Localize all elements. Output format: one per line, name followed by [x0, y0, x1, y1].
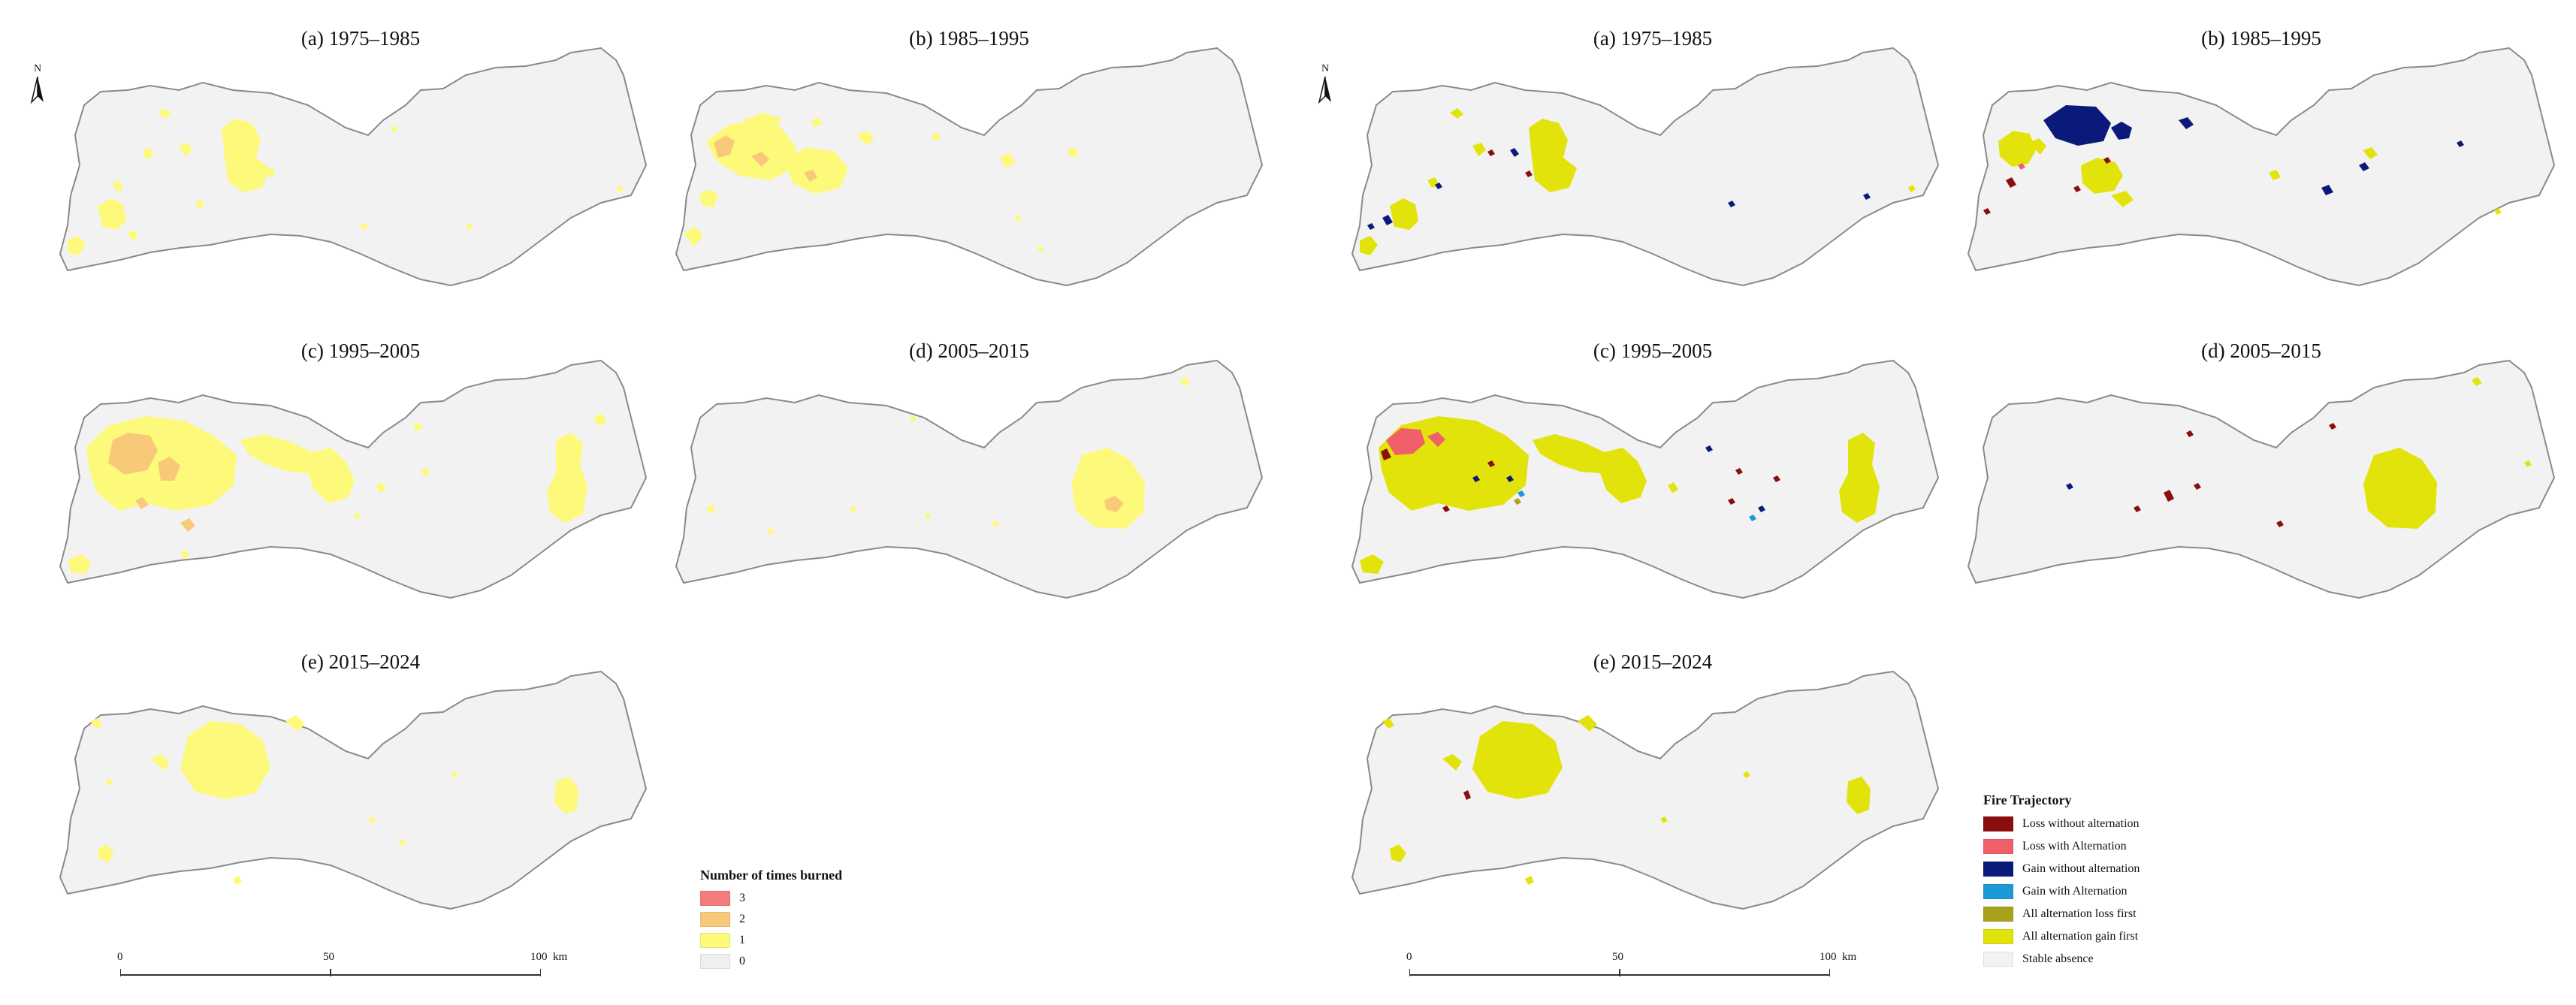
legend-swatch — [1983, 884, 2013, 899]
legend-item-gain-with-alternation: Gain with Alternation — [1983, 883, 2128, 900]
map-left-d — [675, 360, 1263, 599]
legend-item-loss-without-alternation: Loss without alternation — [1983, 816, 2140, 832]
legend-swatch — [700, 912, 730, 927]
panel-title-left-a: (a) 1975–1985 — [300, 27, 421, 50]
north-arrow-left: N — [29, 63, 47, 109]
legend-item-left-3: 3 — [700, 890, 745, 907]
map-left-e — [59, 671, 647, 910]
legend-item-loss-with-alternation: Loss with Alternation — [1983, 838, 2127, 855]
legend-item-left-1: 1 — [700, 932, 745, 949]
north-arrow-icon — [30, 76, 44, 104]
map-right-d — [1967, 360, 2555, 599]
legend-label: 0 — [739, 955, 745, 967]
legend-swatch — [700, 954, 730, 969]
legend-label: Gain without alternation — [2022, 862, 2140, 875]
legend-item-left-0: 0 — [700, 953, 745, 970]
legend-label: 1 — [739, 934, 745, 946]
panel-title-left-b: (b) 1985–1995 — [909, 27, 1029, 50]
legend-item-gain-without-alternation: Gain without alternation — [1983, 861, 2140, 877]
scale-label-0: 0 — [117, 951, 123, 963]
legend-swatch — [1983, 952, 2013, 967]
legend-item-all-alternation-loss-first: All alternation loss first — [1983, 906, 2137, 922]
panel-title-left-d: (d) 2005–2015 — [909, 340, 1029, 362]
legend-label: Stable absence — [2022, 952, 2094, 965]
north-arrow-icon — [1318, 76, 1331, 104]
map-right-c — [1351, 360, 1939, 599]
legend-label: Gain with Alternation — [2022, 885, 2128, 898]
map-right-e — [1351, 671, 1939, 910]
panel-title-right-d: (d) 2005–2015 — [2201, 340, 2321, 362]
legend-item-left-2: 2 — [700, 911, 745, 928]
legend-title-left: Number of times burned — [700, 868, 843, 883]
north-label: N — [1321, 63, 1330, 74]
north-arrow-right: N — [1316, 63, 1334, 109]
scale-unit: km — [553, 951, 568, 963]
panel-title-right-e: (e) 2015–2024 — [1593, 650, 1713, 673]
scale-label-0: 0 — [1406, 951, 1412, 963]
legend-label: 2 — [739, 913, 745, 925]
panel-title-left-e: (e) 2015–2024 — [300, 650, 421, 673]
legend-label: Loss without alternation — [2022, 817, 2140, 830]
legend-swatch — [1983, 907, 2013, 922]
legend-label: All alternation loss first — [2022, 907, 2137, 920]
scale-label-50: 50 — [1612, 951, 1623, 963]
legend-swatch — [700, 933, 730, 948]
legend-label: 3 — [739, 892, 745, 904]
legend-label: Loss with Alternation — [2022, 840, 2127, 853]
scale-label-100: 100 — [530, 951, 548, 963]
scale-label-100: 100 — [1820, 951, 1837, 963]
legend-swatch — [700, 891, 730, 906]
north-label: N — [33, 63, 42, 74]
map-left-a — [59, 47, 647, 286]
panel-title-right-b: (b) 1985–1995 — [2201, 27, 2321, 50]
map-left-b — [675, 47, 1263, 286]
legend-swatch — [1983, 816, 2013, 831]
panel-title-left-c: (c) 1995–2005 — [300, 340, 421, 362]
legend-swatch — [1983, 839, 2013, 854]
scale-unit: km — [1842, 951, 1857, 963]
map-right-a — [1351, 47, 1939, 286]
legend-item-all-alternation-gain-first: All alternation gain first — [1983, 928, 2138, 945]
scale-label-50: 50 — [323, 951, 334, 963]
map-left-c — [59, 360, 647, 599]
panel-title-right-c: (c) 1995–2005 — [1593, 340, 1713, 362]
map-right-b — [1967, 47, 2555, 286]
legend-swatch — [1983, 862, 2013, 877]
legend-label: All alternation gain first — [2022, 930, 2139, 943]
legend-swatch — [1983, 929, 2013, 944]
legend-item-stable-absence: Stable absence — [1983, 951, 2094, 967]
legend-title-right: Fire Trajectory — [1983, 792, 2072, 807]
panel-title-right-a: (a) 1975–1985 — [1593, 27, 1713, 50]
